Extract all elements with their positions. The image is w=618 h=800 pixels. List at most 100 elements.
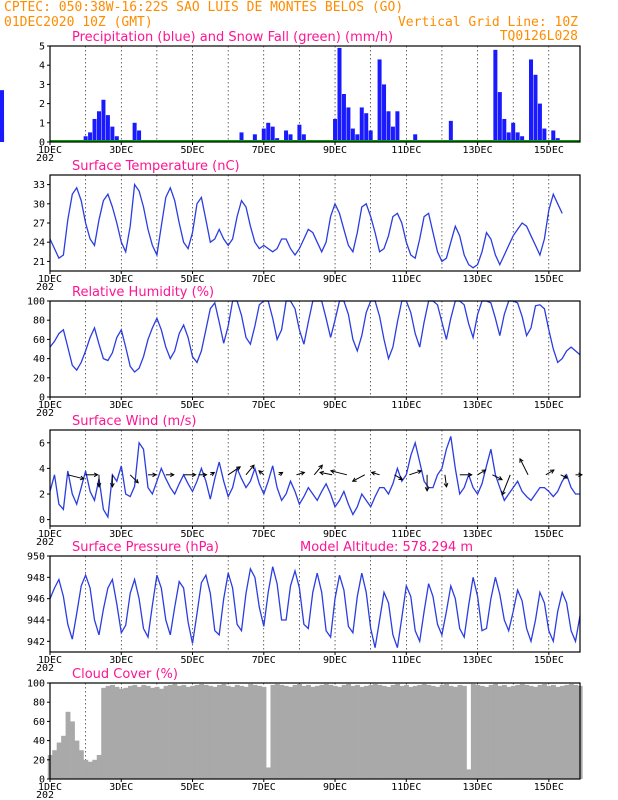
year-label: 202 bbox=[36, 663, 54, 674]
wind-arrow bbox=[394, 474, 404, 481]
cloud-bar bbox=[199, 683, 205, 779]
cloud-bar bbox=[123, 687, 129, 779]
cloud-bar bbox=[168, 684, 173, 779]
x-tick-label: 13DEC bbox=[463, 655, 493, 666]
cloud-bar bbox=[470, 683, 476, 779]
header-grid-line: Vertical Grid Line: 10Z bbox=[398, 15, 578, 30]
y-tick-label: 0 bbox=[39, 138, 45, 149]
wind-arrow bbox=[519, 457, 529, 476]
cloud-bar bbox=[444, 683, 450, 779]
precip-bar bbox=[132, 122, 137, 142]
cloud-bar bbox=[190, 685, 196, 779]
cloud-bar bbox=[515, 684, 521, 779]
y-tick-label: 946 bbox=[27, 594, 45, 605]
x-tick-label: 1DEC bbox=[38, 145, 62, 156]
pressure-title: Surface Pressure (hPa) bbox=[72, 540, 219, 555]
x-tick-label: 1DEC bbox=[38, 274, 62, 285]
cloud-bar bbox=[537, 684, 543, 779]
x-tick-label: 11DEC bbox=[391, 655, 421, 666]
precip-bar bbox=[497, 92, 502, 142]
cloud-bar bbox=[185, 686, 191, 779]
cloud-bar bbox=[502, 684, 507, 779]
cloud-bar bbox=[328, 684, 334, 779]
cloud-bar bbox=[141, 684, 147, 779]
cloud-bar bbox=[65, 711, 71, 779]
precip-bar bbox=[395, 111, 400, 142]
x-tick-label: 11DEC bbox=[391, 145, 421, 156]
cloud-bar bbox=[355, 684, 360, 779]
cloud-bar bbox=[457, 684, 463, 779]
precip-bar bbox=[493, 49, 498, 143]
cloud-bar bbox=[332, 685, 338, 779]
cloud-bar bbox=[252, 684, 258, 779]
precip-bar bbox=[92, 118, 97, 142]
cloud-bar bbox=[341, 684, 347, 779]
cloud-bar bbox=[453, 686, 458, 779]
cloud-bar bbox=[257, 685, 262, 779]
x-tick-label: 9DEC bbox=[323, 145, 347, 156]
precip-bar bbox=[448, 120, 453, 142]
precip-bar bbox=[0, 124, 5, 142]
wind-arrow bbox=[477, 469, 487, 476]
precip-bar bbox=[284, 130, 289, 142]
y-tick-label: 0 bbox=[39, 515, 45, 526]
cloud-bar bbox=[559, 685, 565, 779]
precip-title: Precipitation (blue) and Snow Fall (gree… bbox=[72, 30, 393, 45]
cloud-bar bbox=[306, 684, 311, 779]
cloud-bar bbox=[172, 683, 178, 779]
y-tick-label: 944 bbox=[27, 616, 45, 627]
y-tick-label: 80 bbox=[33, 698, 45, 709]
wind-arrow bbox=[67, 474, 85, 481]
cloud-bar bbox=[127, 685, 133, 779]
cloud-bar bbox=[346, 683, 352, 779]
x-tick-label: 11DEC bbox=[391, 529, 421, 540]
precip-panel: 0 1 2 3 4 5 1DEC 3DEC 5DEC 7DEC 9DEC 11DEC 13DEC 15DE… bbox=[0, 30, 581, 164]
wind-panel: 0 2 4 6 1DEC 3DEC 5DEC 7DEC 9DEC 11DEC 13DEC 15DEC 2… bbox=[36, 414, 583, 548]
cloud-bar bbox=[181, 684, 187, 779]
cloud-bar bbox=[488, 684, 494, 779]
cloud-bar bbox=[448, 685, 454, 779]
x-tick-label: 7DEC bbox=[252, 529, 276, 540]
x-tick-label: 11DEC bbox=[391, 782, 421, 793]
wind-arrow bbox=[85, 472, 99, 478]
cloud-bar bbox=[279, 684, 285, 779]
y-tick-label: 40 bbox=[33, 736, 45, 747]
rh-title: Relative Humidity (%) bbox=[72, 285, 214, 300]
wind-arrow bbox=[96, 474, 102, 488]
x-tick-label: 3DEC bbox=[109, 400, 133, 411]
rh-panel: 0 20 40 60 80 100 1DEC 3DEC 5DEC 7DEC 9DEC 11DEC 13D… bbox=[27, 285, 581, 419]
cloud-bar bbox=[154, 686, 160, 779]
x-tick-label: 9DEC bbox=[323, 655, 347, 666]
header-station: CPTEC: 050:38W-16:22S SAO LUIS DE MONTES… bbox=[4, 0, 403, 15]
wind-arrow bbox=[319, 470, 333, 476]
cloud-bar bbox=[528, 685, 534, 779]
y-tick-label: 4 bbox=[39, 61, 45, 72]
cloud-bar bbox=[439, 684, 445, 779]
cloud-bar bbox=[225, 685, 231, 779]
precip-bar bbox=[511, 122, 516, 142]
cloud-bar bbox=[114, 686, 120, 779]
x-tick-label: 9DEC bbox=[323, 400, 347, 411]
precip-bar bbox=[297, 124, 302, 142]
precip-bar bbox=[341, 94, 346, 142]
cloud-bar bbox=[301, 685, 307, 779]
x-tick-label: 7DEC bbox=[252, 274, 276, 285]
cloud-bar bbox=[404, 684, 409, 779]
precip-bar bbox=[355, 134, 360, 142]
y-tick-label: 0 bbox=[39, 775, 45, 786]
cloud-bar bbox=[542, 683, 547, 779]
precip-bar bbox=[261, 128, 266, 142]
x-tick-label: 7DEC bbox=[252, 655, 276, 666]
cloud-bar bbox=[283, 685, 289, 779]
x-tick-label: 5DEC bbox=[180, 529, 204, 540]
x-tick-label: 5DEC bbox=[180, 274, 204, 285]
cloud-bar bbox=[551, 684, 556, 779]
wind-arrow bbox=[459, 472, 473, 478]
x-tick-label: 3DEC bbox=[109, 782, 133, 793]
cloud-bar bbox=[395, 683, 401, 779]
cloud-bar bbox=[310, 686, 316, 779]
cloud-bar bbox=[381, 685, 387, 779]
cloud-bar bbox=[524, 684, 530, 779]
year-label: 202 bbox=[36, 537, 54, 548]
cloud-bar bbox=[119, 688, 124, 779]
